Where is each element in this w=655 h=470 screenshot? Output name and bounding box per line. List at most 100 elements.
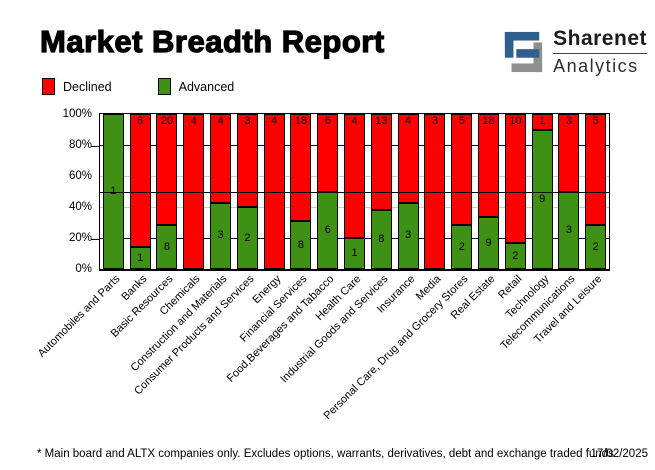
declined-count-label: 5 bbox=[592, 115, 599, 127]
sharenet-logo-icon bbox=[504, 31, 543, 73]
y-axis-tick-mark bbox=[91, 238, 99, 240]
advanced-segment: 3 bbox=[558, 191, 580, 269]
bar-financial-services: 18 8 bbox=[290, 114, 312, 269]
declined-segment: 6 bbox=[129, 114, 151, 247]
bar-column: 18 9 bbox=[475, 114, 502, 269]
advanced-count-label: 8 bbox=[297, 238, 305, 251]
advanced-segment: 1 bbox=[344, 238, 366, 269]
declined-count-label: 6 bbox=[137, 115, 144, 127]
logo-line2: Analytics bbox=[553, 56, 639, 76]
advanced-count-label: 1 bbox=[137, 251, 144, 264]
gridline-50pct bbox=[100, 191, 609, 193]
advanced-segment: 9 bbox=[531, 129, 553, 269]
declined-count-label: 10 bbox=[509, 115, 522, 127]
bar-column: 20 8 bbox=[154, 114, 181, 269]
advanced-segment: 3 bbox=[397, 202, 419, 269]
advanced-count-label: 1 bbox=[110, 185, 116, 198]
declined-count-label: 4 bbox=[190, 115, 197, 127]
declined-segment: 6 bbox=[317, 114, 339, 192]
declined-segment: 18 bbox=[478, 114, 500, 218]
declined-count-label: 3 bbox=[565, 115, 572, 127]
advanced-count-label: 9 bbox=[539, 192, 546, 205]
y-axis-tick-label-0: 0% bbox=[75, 263, 92, 275]
declined-count-label: 18 bbox=[482, 115, 495, 127]
declined-segment: 18 bbox=[290, 114, 312, 222]
declined-count-label: 13 bbox=[375, 115, 388, 127]
declined-count-label: 18 bbox=[294, 115, 308, 127]
declined-count-label: 20 bbox=[160, 115, 174, 127]
advanced-segment: 1 bbox=[129, 246, 151, 269]
y-axis-tick-label-40: 40% bbox=[68, 201, 92, 213]
bar-column: 13 8 bbox=[368, 114, 395, 269]
advanced-count-label: 8 bbox=[163, 240, 171, 253]
bar-column: 18 8 bbox=[288, 114, 315, 269]
legend: Declined Advanced bbox=[42, 78, 234, 95]
logo-text: Sharenet Analytics bbox=[553, 27, 647, 77]
declined-segment: 3 bbox=[558, 114, 580, 192]
advanced-count-label: 2 bbox=[512, 249, 519, 262]
advanced-segment: 2 bbox=[451, 224, 473, 269]
bar-real-estate: 18 9 bbox=[478, 114, 500, 269]
advanced-segment: 9 bbox=[478, 217, 500, 269]
bar-retail: 10 2 bbox=[504, 114, 526, 269]
declined-segment: 1 bbox=[531, 114, 553, 130]
declined-segment: 10 bbox=[504, 114, 526, 244]
advanced-count-label: 8 bbox=[378, 233, 385, 246]
advanced-count-label: 3 bbox=[565, 223, 572, 236]
advanced-count-label: 1 bbox=[351, 247, 358, 260]
legend-label-advanced: Advanced bbox=[178, 79, 235, 94]
advanced-count-label: 2 bbox=[244, 231, 251, 244]
y-axis-tick-label-60: 60% bbox=[68, 170, 92, 182]
declined-count-label: 6 bbox=[324, 115, 331, 127]
page-title: Market Breadth Report bbox=[39, 23, 385, 59]
advanced-segment: 2 bbox=[236, 207, 258, 269]
declined-segment: 4 bbox=[344, 114, 366, 238]
legend-label-declined: Declined bbox=[63, 79, 112, 94]
y-axis-tick-mark bbox=[91, 145, 99, 147]
advanced-segment: 8 bbox=[290, 221, 312, 269]
y-axis-tick-label-20: 20% bbox=[68, 232, 92, 244]
declined-count-label: 4 bbox=[271, 115, 278, 127]
declined-segment: 3 bbox=[236, 114, 258, 207]
advanced-segment: 6 bbox=[317, 191, 339, 269]
advanced-count-label: 3 bbox=[217, 229, 224, 242]
advanced-count-label: 2 bbox=[592, 240, 599, 253]
logo-line1: Sharenet bbox=[553, 27, 647, 54]
advanced-count-label: 6 bbox=[324, 223, 331, 236]
declined-segment: 4 bbox=[210, 114, 232, 203]
bar-column: 10 2 bbox=[502, 114, 529, 269]
declined-count-label: 3 bbox=[431, 115, 439, 127]
y-axis-tick-label-100: 100% bbox=[62, 108, 92, 120]
advanced-segment: 2 bbox=[585, 224, 607, 269]
advanced-segment: 8 bbox=[156, 224, 178, 269]
declined-segment: 5 bbox=[585, 114, 607, 225]
advanced-count-label: 2 bbox=[458, 240, 465, 253]
advanced-segment: 3 bbox=[210, 202, 232, 269]
report-date: 17/02/2025 bbox=[590, 448, 648, 460]
bar-industrial-goods-and-services: 13 8 bbox=[370, 114, 392, 269]
y-axis-tick-label-80: 80% bbox=[68, 139, 92, 151]
declined-segment: 13 bbox=[370, 114, 392, 210]
footnote: * Main board and ALTX companies only. Ex… bbox=[37, 448, 614, 460]
declined-segment: 20 bbox=[156, 114, 178, 225]
